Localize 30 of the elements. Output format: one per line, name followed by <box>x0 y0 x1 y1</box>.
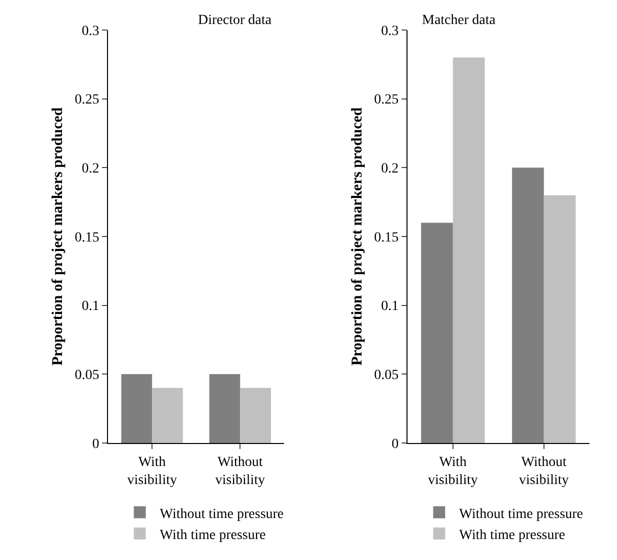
y-tick-label: 0.2 <box>82 162 100 177</box>
bar <box>544 195 576 443</box>
legend-label: Without time pressure <box>459 506 584 522</box>
legend-label: With time pressure <box>459 528 566 543</box>
y-tick-label: 0.3 <box>381 24 399 39</box>
y-tick-label: 0.15 <box>374 230 399 246</box>
y-tick-label: 0.05 <box>74 368 100 384</box>
y-axis-title: Proportion of project markers produced <box>349 106 366 366</box>
y-tick-label: 0.2 <box>381 162 399 177</box>
y-tick-label: 0.15 <box>74 230 100 246</box>
x-tick-label: With visibility <box>127 454 177 488</box>
bar <box>452 58 485 443</box>
x-tick-label: Without visibility <box>215 454 266 488</box>
x-tick-label: With visibility <box>428 454 478 488</box>
y-tick-label: 0.25 <box>374 92 399 108</box>
y-axis-title: Proportion of project markers produced <box>50 106 66 366</box>
legend-label: With time pressure <box>160 528 266 543</box>
y-tick-label: 0.1 <box>381 299 399 314</box>
y-tick-label: 0.1 <box>82 299 100 314</box>
x-tick-label: Without visibility <box>519 454 569 488</box>
y-tick-label: 0.3 <box>82 24 100 39</box>
chart-title: Director data <box>198 13 272 28</box>
legend-label: Without time pressure <box>160 506 284 522</box>
chart-title: Matcher data <box>422 13 496 28</box>
y-tick-label: 0 <box>92 436 100 452</box>
bar <box>512 168 544 443</box>
bar <box>421 222 453 443</box>
y-tick-label: 0 <box>392 436 399 452</box>
y-tick-label: 0.25 <box>74 92 100 108</box>
y-tick-label: 0.05 <box>374 368 399 384</box>
